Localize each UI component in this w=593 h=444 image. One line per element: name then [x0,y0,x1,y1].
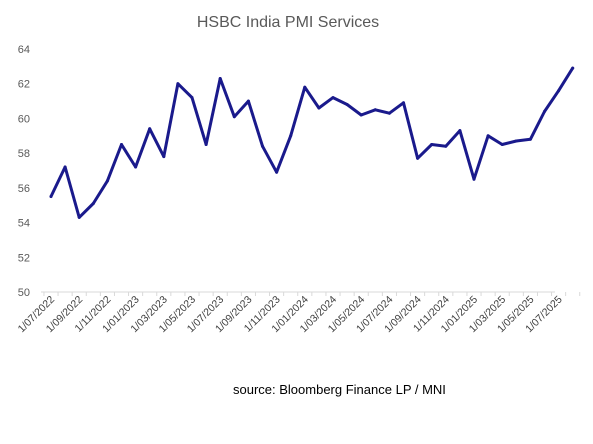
data-point [246,99,250,103]
y-tick-label: 56 [18,183,30,195]
y-tick-label: 52 [18,252,30,264]
data-point [430,143,434,146]
data-point [261,144,264,148]
data-point [190,96,194,100]
data-point [472,177,476,181]
source-note: source: Bloomberg Finance LP / MNI [233,382,446,397]
data-point [120,143,123,146]
y-tick-label: 64 [18,44,30,56]
data-point [303,85,307,89]
data-point [148,127,152,131]
data-point [232,115,236,119]
y-tick-label: 60 [18,113,30,125]
x-axis-tick-marks [43,292,581,296]
data-point [557,89,561,93]
data-point [514,139,518,143]
data-point [486,134,490,138]
data-point [49,195,53,198]
chart-title: HSBC India PMI Services [197,14,379,31]
data-point [275,170,279,174]
data-point [289,134,293,138]
data-point [317,106,321,110]
data-point [134,165,138,169]
data-point [204,143,208,146]
data-point [359,113,363,117]
y-axis-ticks: 50 52 54 56 58 60 62 64 [18,44,30,299]
data-point [176,82,180,86]
data-points [49,66,575,219]
data-point [571,66,575,70]
data-point [345,103,349,106]
data-point [218,77,222,80]
data-point [77,215,81,219]
x-axis-tick-labels: 1/07/20221/09/20221/11/20221/01/20231/03… [16,294,565,336]
y-tick-label: 54 [18,218,30,230]
data-point [373,108,377,112]
y-tick-label: 62 [18,79,30,91]
data-point [402,101,405,105]
data-point [416,156,420,160]
data-point [500,143,504,146]
data-point [162,155,166,159]
pmi-series-line [49,66,575,219]
data-point [444,144,448,148]
data-point [387,111,391,115]
data-point [543,110,546,113]
data-point [331,96,335,100]
y-tick-label: 58 [18,148,30,160]
data-point [91,202,95,205]
data-point [63,165,67,169]
y-tick-label: 50 [18,287,30,299]
data-point [458,129,462,133]
data-point [528,137,532,141]
data-point [105,179,109,183]
